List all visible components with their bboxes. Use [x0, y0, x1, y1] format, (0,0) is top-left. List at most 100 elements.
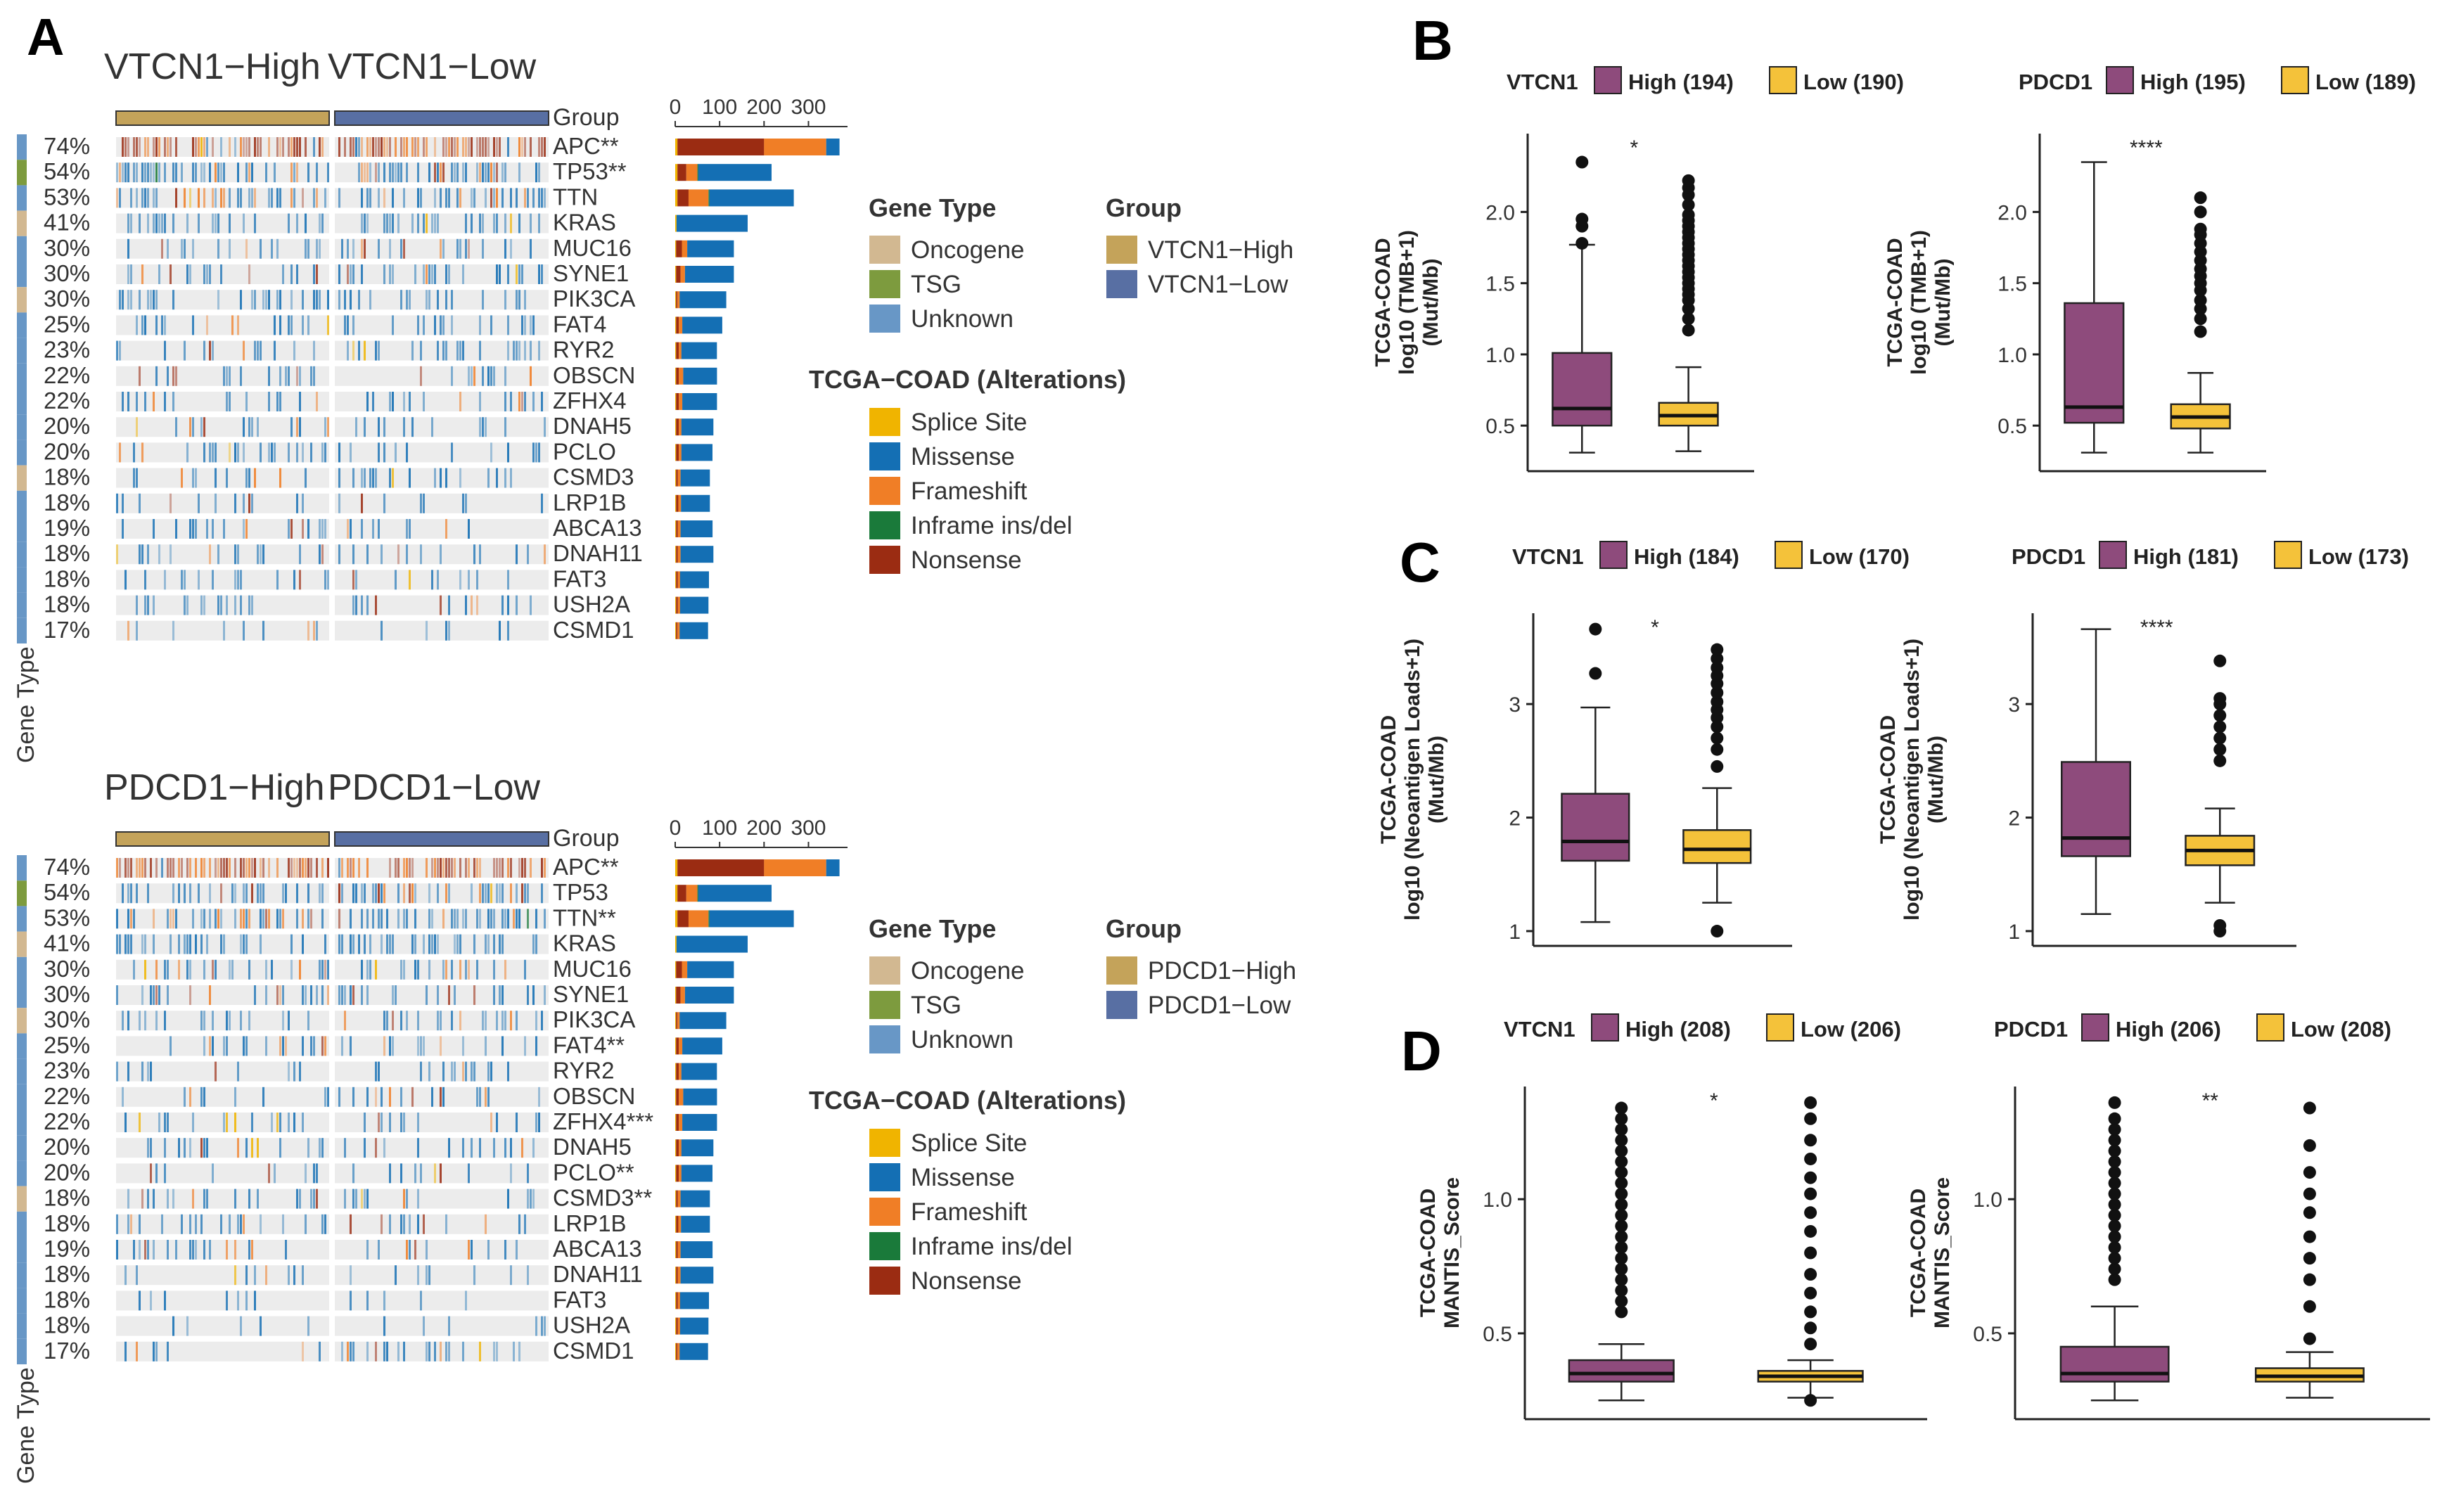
- mutation-tick: [189, 985, 191, 1005]
- mutation-tick: [296, 909, 298, 929]
- mutation-tick: [327, 315, 329, 335]
- gene-percent: 17%: [44, 1338, 90, 1364]
- heatmap-row-high: [116, 493, 329, 513]
- outlier-point: [2108, 1273, 2121, 1286]
- gene-type-cell: [17, 440, 27, 466]
- y-axis-label: (Mut/Mb): [1419, 259, 1443, 347]
- mutation-tick: [338, 883, 340, 904]
- mutation-tick: [434, 468, 436, 488]
- mutation-tick: [437, 162, 439, 183]
- mutation-tick: [175, 366, 177, 386]
- mutation-tick: [234, 493, 236, 513]
- mutation-tick: [476, 137, 478, 157]
- mutation-tick: [189, 883, 191, 904]
- mutation-tick: [451, 366, 453, 386]
- bar-segment-nonsense: [676, 622, 678, 639]
- mutation-tick: [434, 188, 436, 208]
- box-low: [2170, 191, 2231, 454]
- bar-segment-nonsense: [676, 961, 682, 978]
- mutation-tick: [195, 1240, 197, 1260]
- mutation-tick: [237, 162, 239, 183]
- mutation-tick: [192, 468, 194, 488]
- mutation-tick: [167, 858, 169, 878]
- outlier-point: [1682, 198, 1695, 212]
- mutation-tick: [116, 1061, 118, 1082]
- mutation-tick: [155, 137, 158, 157]
- mutation-tick: [448, 1341, 450, 1362]
- heatmap-row-low: [335, 264, 549, 284]
- mutation-tick: [518, 213, 520, 233]
- bar-segment-missense: [681, 1063, 717, 1080]
- mutation-tick: [313, 1036, 315, 1056]
- mutation-tick: [530, 1189, 532, 1209]
- mutation-tick: [195, 858, 197, 878]
- mutation-tick: [245, 392, 248, 411]
- mutation-tick: [341, 934, 343, 954]
- mutation-tick: [465, 595, 467, 615]
- mutation-tick: [431, 1087, 433, 1107]
- mutation-tick: [321, 883, 324, 904]
- mutation-tick: [366, 1087, 369, 1107]
- mutation-tick: [209, 264, 211, 284]
- mutation-tick: [139, 544, 141, 565]
- y-tick-label: 2.0: [1485, 201, 1515, 224]
- mutation-tick: [189, 1214, 191, 1234]
- mutation-tick: [496, 137, 498, 157]
- outlier-point: [1804, 1206, 1817, 1219]
- mutation-tick: [189, 1087, 191, 1107]
- mutation-tick: [411, 1087, 414, 1107]
- mutation-tick: [375, 468, 377, 488]
- mutation-tick: [487, 883, 490, 904]
- mutation-tick: [341, 883, 343, 904]
- box-low: [2185, 654, 2256, 938]
- mutation-tick: [378, 909, 380, 929]
- mutation-tick: [302, 1036, 304, 1056]
- gene-type-cell: [17, 338, 27, 364]
- mutation-tick: [274, 442, 276, 463]
- bar-segment-splice: [675, 240, 677, 257]
- mutation-tick: [527, 544, 529, 565]
- oncoplot-low-title: VTCN1−Low: [328, 46, 537, 87]
- bar-axis-tick-label: 0: [670, 96, 682, 119]
- mutation-tick: [490, 1061, 492, 1082]
- mutation-tick: [487, 1240, 490, 1260]
- bar-segment-nonsense: [676, 240, 682, 257]
- mutation-tick: [234, 595, 236, 615]
- mutation-tick: [378, 1240, 380, 1260]
- mutation-tick: [541, 137, 543, 157]
- gene-name: OBSCN: [553, 362, 635, 388]
- mutation-tick: [251, 162, 253, 183]
- mutation-tick: [445, 1341, 447, 1362]
- mutation-tick: [352, 985, 354, 1005]
- mutation-tick: [521, 883, 523, 904]
- mutation-tick: [327, 417, 329, 437]
- outlier-point: [2108, 1241, 2121, 1254]
- mutation-tick: [516, 188, 518, 208]
- mutation-tick: [167, 1113, 169, 1132]
- gene-percent: 20%: [44, 1159, 90, 1185]
- mutation-tick: [229, 1214, 231, 1234]
- mutation-tick: [426, 213, 428, 233]
- bar-segment-splice: [675, 1088, 677, 1106]
- mutation-tick: [366, 909, 369, 929]
- mutation-tick: [245, 468, 248, 488]
- bar-axis-tick-label: 0: [670, 816, 682, 840]
- mutation-tick: [164, 137, 166, 157]
- outlier-point: [2194, 191, 2207, 205]
- mutation-tick: [544, 544, 546, 565]
- bar-segment-splice: [675, 885, 678, 902]
- mutation-tick: [361, 959, 363, 980]
- mutation-tick: [465, 137, 467, 157]
- mutation-tick: [307, 858, 309, 878]
- legend-label: Unknown: [911, 305, 1014, 333]
- mutation-tick: [215, 959, 217, 980]
- heatmap-row-low: [335, 1265, 549, 1286]
- mutation-tick: [141, 858, 143, 878]
- mutation-tick: [361, 985, 363, 1005]
- gene-type-cell: [17, 134, 27, 160]
- mutation-tick: [147, 1189, 149, 1209]
- mutation-tick: [532, 392, 535, 411]
- mutation-tick: [397, 883, 399, 904]
- mutation-tick: [414, 909, 416, 929]
- mutation-tick: [473, 1265, 475, 1286]
